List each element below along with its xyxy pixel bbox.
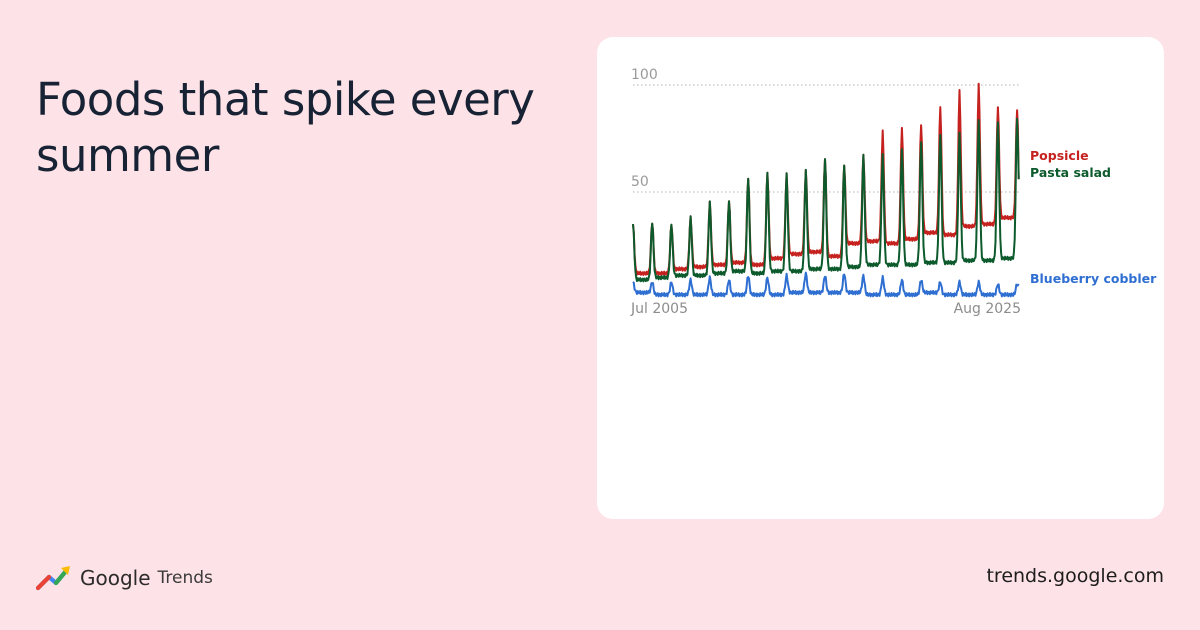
- google-trends-logo-icon: [36, 566, 70, 591]
- brand-name: Google: [80, 566, 151, 590]
- series-line-blueberry-cobbler: [632, 271, 1020, 298]
- x-tick-label: Jul 2005: [630, 301, 688, 317]
- series-lines: [632, 82, 1020, 298]
- y-ticks: 100 50: [631, 67, 658, 190]
- trends-line-chart: 100 50 Popsicle Pasta salad Blueberry cobbl…: [630, 67, 1157, 317]
- y-tick-label: 100: [631, 67, 658, 83]
- series-label: Pasta salad: [1030, 165, 1111, 180]
- page-title: Foods that spike every summer: [36, 73, 535, 182]
- series-labels: Popsicle Pasta salad Blueberry cobbler: [1030, 148, 1157, 286]
- brand-product: Trends: [157, 568, 213, 588]
- series-label: Popsicle: [1030, 148, 1089, 163]
- series-label: Blueberry cobbler: [1030, 271, 1157, 286]
- y-tick-label: 50: [631, 174, 649, 190]
- brand[interactable]: Google Trends: [36, 564, 213, 592]
- x-ticks: Jul 2005 Aug 2025: [630, 301, 1021, 317]
- series-line-pasta-salad: [632, 117, 1020, 283]
- footer-url[interactable]: trends.google.com: [986, 565, 1164, 587]
- x-tick-label: Aug 2025: [954, 301, 1021, 317]
- chart-card: 100 50 Popsicle Pasta salad Blueberry cobbl…: [597, 37, 1164, 519]
